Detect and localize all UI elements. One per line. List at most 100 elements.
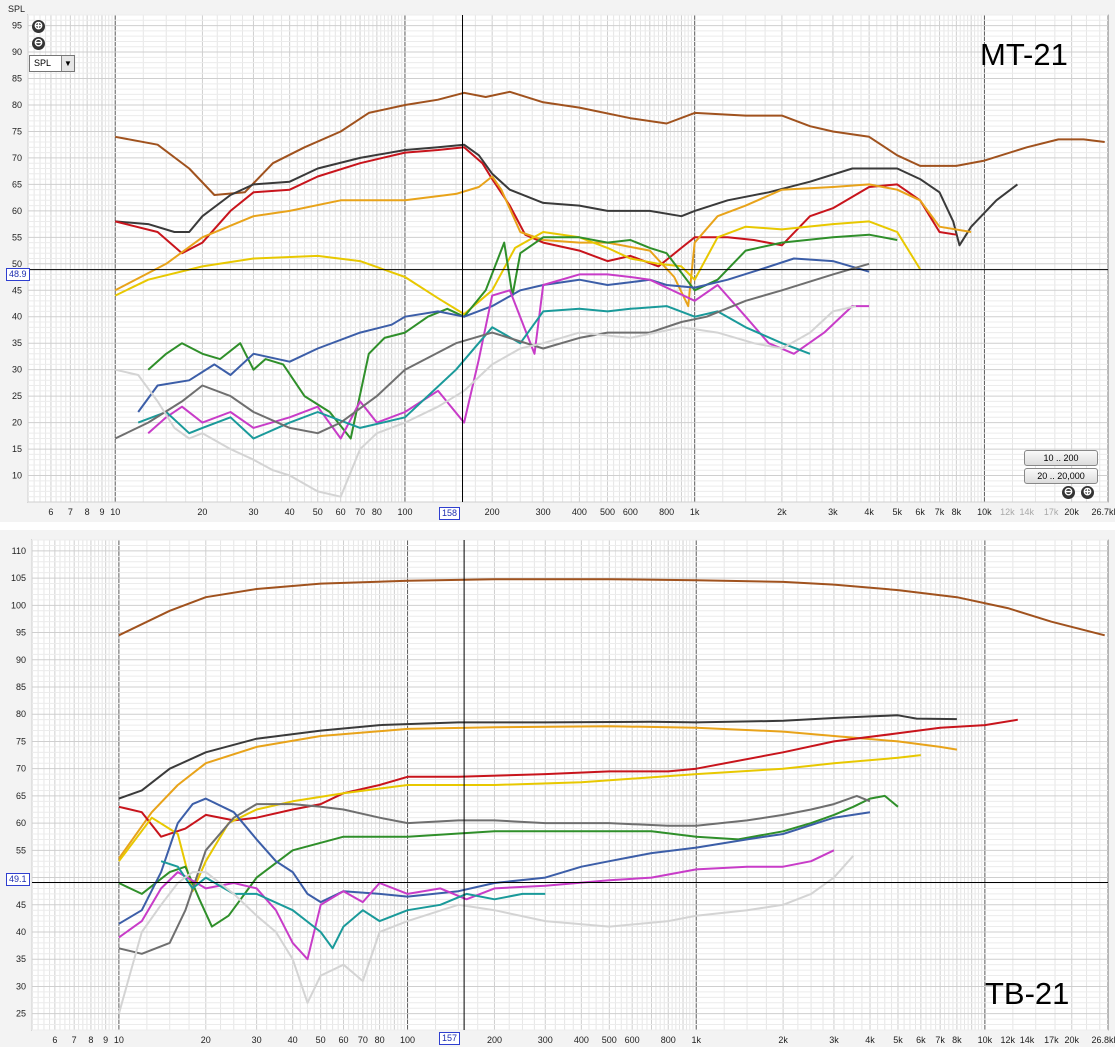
x-tick-label: 600 [625,1035,640,1045]
x-tick-label: 40 [288,1035,298,1045]
y-tick-label: 55 [16,845,26,855]
x-tick-label: 6k [915,507,925,517]
series-line-brown [118,578,1105,637]
zoom-in-icon[interactable]: ⊕ [32,20,45,33]
x-tick-label: 30 [248,507,258,517]
x-tick-label: 4k [865,1035,875,1045]
y-tick-label: 100 [11,600,26,610]
chart-title-mt21: MT-21 [980,37,1068,72]
y-tick-label: 75 [16,736,26,746]
series-line-green [118,794,899,928]
x-tick-label: 7k [935,1035,945,1045]
y-tick-label: 90 [12,47,22,57]
range-low-button[interactable]: 10 .. 200 [1024,450,1098,466]
zoom-out-icon[interactable]: ⊖ [32,37,45,50]
x-tick-label: 30 [252,1035,262,1045]
x-tick-label: 20k [1064,507,1079,517]
x-tick-label: 12k [1000,1035,1015,1045]
x-tick-label: 8k [952,1035,962,1045]
y-tick-label: 70 [12,153,22,163]
y-tick-label: 25 [12,391,22,401]
x-tick-label: 9 [99,507,104,517]
y-tick-label: 55 [12,232,22,242]
chevron-down-icon[interactable]: ▼ [61,56,74,71]
series-line-blue [118,797,871,925]
range-full-button[interactable]: 20 .. 20,000 [1024,468,1098,484]
h-zoom-out-icon[interactable]: ⊖ [1062,486,1075,499]
series-line-teal [137,305,811,440]
x-tick-label: 7k [935,507,945,517]
y-axis-label: SPL [8,4,26,14]
x-tick-label: 14k [1020,1035,1035,1045]
x-tick-label: 9 [103,1035,108,1045]
x-tick-label: 40 [285,507,295,517]
series-line-gray [118,794,871,955]
y-tick-label: 25 [16,1009,26,1019]
x-tick-label: 80 [375,1035,385,1045]
x-tick-label: 20 [201,1035,211,1045]
x-tick-label: 10k [977,507,992,517]
x-tick-label: 70 [355,507,365,517]
x-tick-label: 50 [316,1035,326,1045]
x-tick-label: 7 [68,507,73,517]
y-tick-label: 30 [12,365,22,375]
x-tick-label: 14k [1020,507,1035,517]
x-tick-label: 7 [72,1035,77,1045]
y-tick-label: 45 [12,285,22,295]
x-tick-label: 20k [1065,1035,1080,1045]
y-tick-label: 95 [16,628,26,638]
x-tick-label: 500 [600,507,615,517]
x-tick-label: 60 [339,1035,349,1045]
x-tick-label: 8k [952,507,962,517]
x-tick-label: 17k [1044,1035,1059,1045]
x-tick-label: 2k [778,1035,788,1045]
x-tick-label: 17k [1044,507,1059,517]
x-tick-label: 6 [48,507,53,517]
x-tick-label: 12k [1000,507,1015,517]
series-line-brown [115,90,1105,196]
cursor-x-readout: 158 [439,507,461,520]
x-tick-label: 200 [485,507,500,517]
y-tick-label: 80 [16,709,26,719]
series-line-lightgray [117,855,855,1014]
select-value: SPL [34,58,52,68]
y-tick-label: 95 [12,21,22,31]
x-tick-label: 8 [85,507,90,517]
x-tick-label: 100 [400,1035,415,1045]
x-tick-label: 200 [487,1035,502,1045]
x-tick-label: 60 [336,507,346,517]
x-tick-label: 5k [892,507,902,517]
chart-title-tb21: TB-21 [985,976,1070,1011]
y-tick-label: 30 [16,981,26,991]
measurement-select[interactable]: SPL ▼ [29,55,75,72]
series-line-magenta [147,273,870,440]
x-tick-label: 1k [690,507,700,517]
x-tick-label: 26.7kHz [1091,507,1115,517]
y-tick-label: 85 [16,682,26,692]
series-line-blue [137,257,870,413]
y-tick-label: 65 [12,179,22,189]
x-tick-label: 300 [536,507,551,517]
cursor-x-readout: 157 [439,1032,461,1045]
x-tick-label: 1k [691,1035,701,1045]
x-tick-label: 50 [313,507,323,517]
h-zoom-in-icon[interactable]: ⊕ [1081,486,1094,499]
x-tick-label: 8 [88,1035,93,1045]
x-tick-label: 70 [358,1035,368,1045]
x-tick-label: 20 [197,507,207,517]
y-tick-label: 50 [12,259,22,269]
series-line-red [114,146,957,268]
y-tick-label: 85 [12,74,22,84]
y-tick-label: 75 [12,126,22,136]
x-tick-label: 4k [864,507,874,517]
x-tick-label: 600 [623,507,638,517]
y-tick-label: 35 [16,954,26,964]
x-tick-label: 6k [916,1035,926,1045]
series-line-gray [114,262,870,440]
y-tick-label: 40 [12,312,22,322]
x-tick-label: 80 [372,507,382,517]
series-line-magenta [118,849,835,961]
y-tick-label: 110 [12,546,26,556]
x-tick-label: 2k [777,507,787,517]
x-tick-label: 500 [602,1035,617,1045]
